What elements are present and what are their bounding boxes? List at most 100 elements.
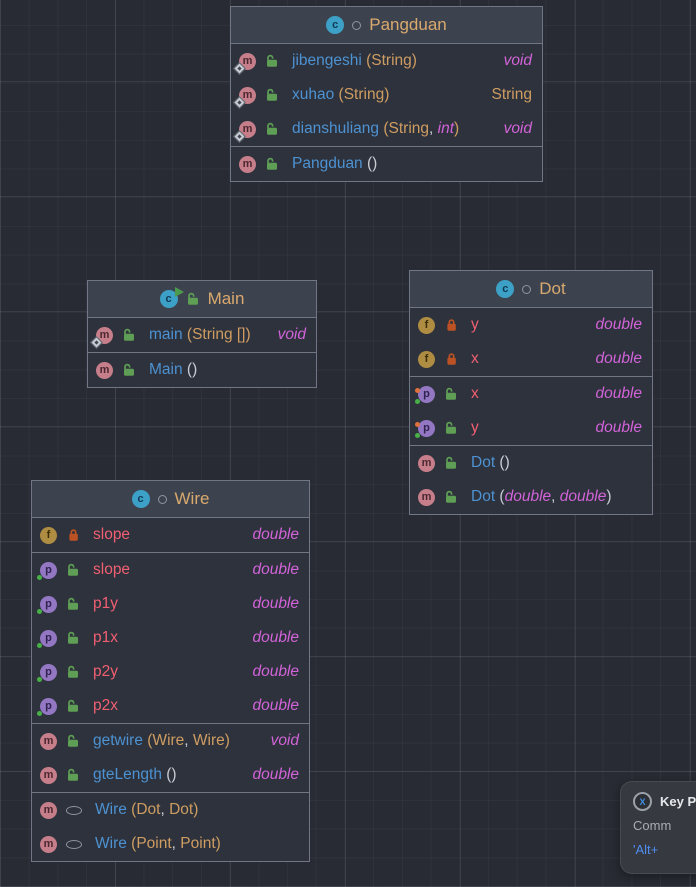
field-circle-icon: f: [40, 526, 57, 544]
key-promoter-x-icon: X: [633, 792, 652, 811]
property-row[interactable]: p x double: [410, 377, 652, 411]
unlocked-icon: [122, 363, 136, 377]
method-row[interactable]: m getwire (Wire, Wire) void: [32, 724, 309, 758]
class-node-dot[interactable]: c Dot f y double f x double p x double p y double m Dot…: [409, 270, 653, 515]
member-signature: jibengeshi (String): [292, 52, 417, 70]
field-circle-icon: f: [418, 316, 435, 334]
runnable-class-icon: c: [159, 287, 184, 308]
return-type: double: [252, 697, 299, 714]
green-accessor-dot-icon: [415, 432, 420, 438]
constructor-row[interactable]: m Wire (Dot, Dot): [32, 793, 309, 827]
constructor-circle-icon: m: [40, 835, 57, 853]
return-type: String: [491, 86, 533, 103]
signature-token: ): [224, 732, 230, 749]
return-type: double: [252, 526, 299, 543]
member-signature: p1y: [93, 595, 118, 613]
notification-shortcut-link[interactable]: 'Alt+: [633, 842, 659, 857]
class-header[interactable]: c Main: [88, 281, 316, 318]
unlocked-icon: [444, 387, 458, 401]
class-node-wire[interactable]: c Wire f slope double p slope double p p1y double p…: [31, 480, 310, 862]
method-row[interactable]: m gteLength () double: [32, 758, 309, 792]
method-row[interactable]: m jibengeshi (String) void: [231, 44, 542, 78]
signature-token: (Point: [126, 835, 172, 852]
return-type: double: [595, 419, 642, 436]
member-section: m Wire (Dot, Dot) m Wire (Point, Point): [32, 792, 309, 861]
member-signature: Dot (): [471, 454, 510, 472]
member-section: m jibengeshi (String) void m xuhao (String) S…: [231, 44, 542, 146]
signature-token: ): [215, 835, 221, 852]
constructor-row[interactable]: m Dot (double, double): [410, 480, 652, 514]
method-icon: m: [233, 52, 256, 75]
member-section: p slope double p p1y double p p1x double p p2y doub…: [32, 552, 309, 723]
signature-token: double: [504, 488, 552, 505]
signature-token: double: [559, 488, 607, 505]
signature-token: main: [149, 326, 183, 343]
class-title: Main: [207, 289, 245, 308]
class-title: Dot: [539, 279, 566, 298]
class-node-main[interactable]: c Main m main (String []) void m Main (): [87, 280, 317, 388]
green-accessor-dot-icon: [37, 642, 42, 648]
member-section: m Pangduan (): [231, 146, 542, 181]
property-row[interactable]: p p2x double: [32, 689, 309, 723]
method-row[interactable]: m main (String []) void: [88, 318, 316, 352]
signature-token: x: [471, 350, 479, 367]
constructor-row[interactable]: m Main (): [88, 353, 316, 387]
notification-balloon[interactable]: X Key P Comm 'Alt+: [620, 781, 696, 874]
member-section: m Dot () m Dot (double, double): [410, 445, 652, 514]
signature-token: (): [182, 361, 198, 378]
unlocked-icon: [265, 122, 279, 136]
property-icon: p: [37, 595, 57, 614]
return-type: double: [252, 595, 299, 612]
member-signature: main (String []): [149, 326, 251, 344]
field-row[interactable]: f y double: [410, 308, 652, 342]
class-node-pangduan[interactable]: c Pangduan m jibengeshi (String) void m xuhao …: [230, 6, 543, 182]
property-row[interactable]: p p1x double: [32, 621, 309, 655]
green-accessor-dot-icon: [37, 710, 42, 716]
member-signature: dianshuliang (String, int): [292, 120, 459, 138]
signature-token: ,: [551, 488, 560, 505]
constructor-row[interactable]: m Wire (Point, Point): [32, 827, 309, 861]
signature-token: Dot: [471, 488, 496, 505]
signature-token: Main: [149, 361, 183, 378]
field-row[interactable]: f x double: [410, 342, 652, 376]
method-circle-icon: m: [40, 766, 57, 784]
locked-icon: [444, 318, 458, 332]
constructor-icon: m: [239, 155, 256, 173]
green-accessor-dot-icon: [37, 676, 42, 682]
class-title: Wire: [174, 489, 210, 508]
class-header[interactable]: c Dot: [410, 271, 652, 308]
package-visibility-icon: [66, 839, 82, 849]
member-signature: x: [471, 350, 479, 368]
unlocked-icon: [122, 328, 136, 342]
property-row[interactable]: p slope double: [32, 553, 309, 587]
return-type: double: [595, 350, 642, 367]
constructor-row[interactable]: m Pangduan (): [231, 147, 542, 181]
method-icon: m: [40, 766, 57, 784]
return-type: double: [252, 663, 299, 680]
class-icon: c: [496, 280, 515, 298]
constructor-circle-icon: m: [239, 155, 256, 173]
property-row[interactable]: p y double: [410, 411, 652, 445]
signature-token: ,: [184, 732, 193, 749]
property-icon: p: [37, 629, 57, 648]
property-icon: p: [37, 663, 57, 682]
property-row[interactable]: p p1y double: [32, 587, 309, 621]
method-row[interactable]: m xuhao (String) String: [231, 78, 542, 112]
signature-token: Wire: [95, 835, 127, 852]
property-icon: p: [37, 561, 57, 580]
method-row[interactable]: m dianshuliang (String, int) void: [231, 112, 542, 146]
signature-token: ,: [429, 120, 438, 137]
unlocked-icon: [66, 699, 80, 713]
field-row[interactable]: f slope double: [32, 518, 309, 552]
property-circle-icon: p: [418, 385, 435, 403]
method-circle-icon: m: [40, 732, 57, 750]
class-header[interactable]: c Pangduan: [231, 7, 542, 44]
class-header[interactable]: c Wire: [32, 481, 309, 518]
package-visibility-icon: [352, 20, 362, 30]
signature-token: (Wire: [142, 732, 185, 749]
property-row[interactable]: p p2y double: [32, 655, 309, 689]
constructor-row[interactable]: m Dot (): [410, 446, 652, 480]
signature-token: slope: [93, 526, 131, 543]
field-icon: f: [418, 316, 435, 334]
